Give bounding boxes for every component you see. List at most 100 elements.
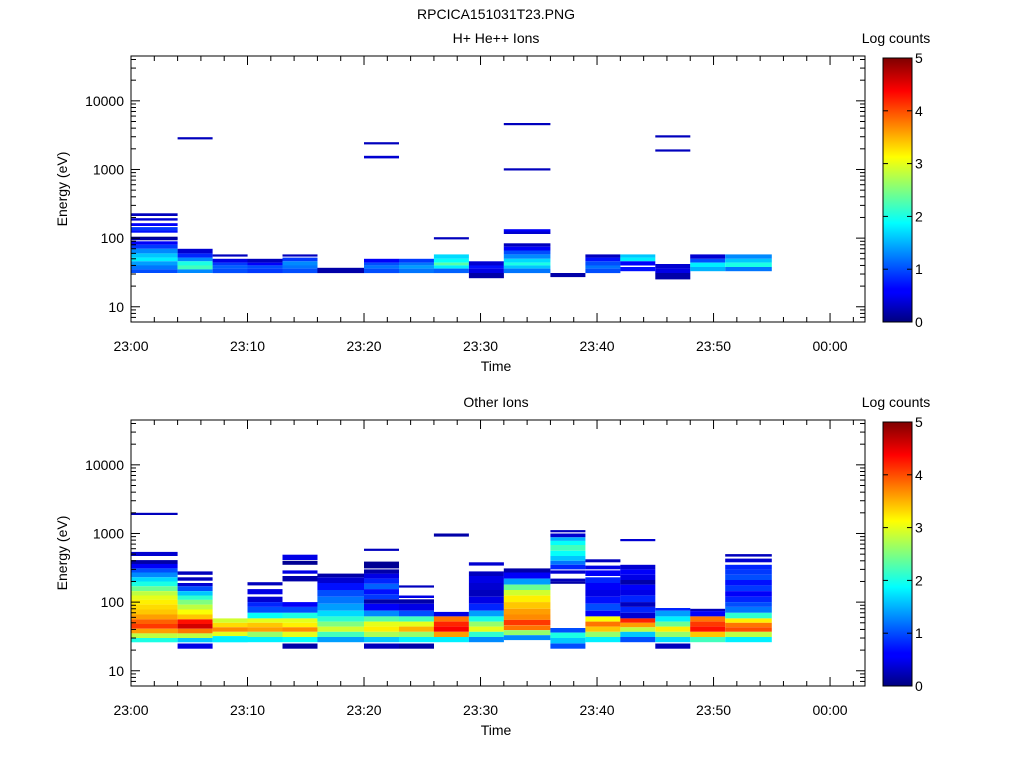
y-axis: 10 100 1000 10000	[85, 59, 865, 323]
heatmap-cell	[585, 616, 621, 622]
heatmap-cell	[177, 619, 213, 624]
heatmap-cell	[364, 610, 399, 617]
heatmap-cell	[399, 599, 434, 604]
heatmap-cell	[503, 619, 551, 626]
x-tick-label: 23:00	[113, 338, 148, 354]
heatmap-cell	[585, 268, 621, 274]
heatmap-cell	[550, 560, 586, 565]
heatmap-cell	[282, 618, 318, 623]
heatmap-cell	[620, 637, 656, 643]
heatmap-cell	[725, 631, 772, 638]
y-tick-label: 1000	[93, 525, 124, 541]
heatmap-cell	[247, 582, 283, 586]
heatmap-cell	[620, 627, 656, 632]
heatmap-cell	[177, 137, 213, 140]
heatmap-cell	[433, 631, 469, 638]
heatmap-cell	[364, 265, 399, 269]
heatmap-cell	[364, 268, 399, 274]
heatmap-cell	[247, 268, 283, 274]
heatmap-cell	[131, 604, 178, 610]
heatmap-cell	[131, 230, 178, 233]
heatmap-cell	[620, 257, 656, 262]
heatmap-cell	[131, 253, 178, 258]
heatmap-cell	[585, 637, 621, 643]
heatmap-cell	[725, 591, 772, 597]
heatmap-cell	[177, 577, 213, 581]
heatmap-cell	[177, 614, 213, 620]
heatmap-cell	[620, 267, 656, 272]
heatmap-cell	[620, 631, 656, 638]
heatmap-cell	[212, 262, 248, 266]
heatmap-cell	[725, 627, 772, 632]
heatmap-cell	[212, 265, 248, 269]
heatmap-cell	[503, 258, 551, 263]
heatmap-cell	[131, 227, 178, 231]
heatmap-cell	[585, 626, 621, 632]
heatmap-cell	[725, 254, 772, 259]
heatmap-cell	[131, 248, 178, 254]
heatmap-cell	[247, 612, 283, 619]
heatmap-cell	[433, 254, 469, 259]
heatmap-cell	[364, 573, 399, 579]
heatmap-cell	[399, 262, 434, 266]
x-axis-label: Time	[481, 358, 512, 374]
heatmap-cell	[655, 616, 691, 622]
heatmap-cell	[725, 580, 772, 586]
heatmap-cell	[433, 258, 469, 263]
heatmap-cell	[503, 254, 551, 259]
colorbar-tick-label: 3	[915, 520, 923, 536]
heatmap-cell	[364, 626, 399, 632]
heatmap-cell	[725, 554, 772, 557]
heatmap-cell	[177, 261, 213, 266]
heatmap-cell	[550, 643, 586, 649]
heatmap-cell	[690, 621, 726, 627]
heatmap-cell	[131, 551, 178, 556]
heatmap-cell	[690, 262, 726, 267]
heatmap-cell	[655, 637, 691, 643]
heatmap-cell	[282, 560, 318, 565]
heatmap-cell	[131, 591, 178, 596]
heatmap-cell	[585, 603, 621, 611]
heatmap-cell	[550, 537, 586, 541]
heatmap-cell	[585, 254, 621, 258]
heatmap-cell	[433, 265, 469, 269]
heatmap-cells	[131, 123, 772, 280]
heatmap-cell	[131, 269, 178, 273]
heatmap-cell	[503, 630, 551, 636]
heatmap-cell	[247, 631, 283, 638]
heatmap-cell	[177, 604, 213, 610]
colorbar	[882, 421, 913, 687]
heatmap-cell	[364, 561, 399, 569]
heatmap-cell	[585, 583, 621, 590]
heatmap-cell	[503, 614, 551, 620]
heatmap-cell	[131, 265, 178, 270]
heatmap-cell	[550, 570, 586, 574]
heatmap-cell	[655, 135, 691, 138]
heatmap-cell	[364, 621, 399, 627]
heatmap-cell	[399, 268, 434, 274]
heatmap-cell	[468, 562, 504, 566]
heatmap-cell	[655, 268, 691, 274]
heatmap-cell	[131, 614, 178, 620]
heatmap-cell	[247, 262, 283, 266]
panel-title: Other Ions	[463, 394, 528, 410]
heatmap-cell	[399, 265, 434, 269]
heatmap-cell	[433, 637, 469, 643]
heatmap-cell	[725, 607, 772, 613]
heatmap-cell	[131, 572, 178, 578]
x-tick-label: 23:10	[230, 702, 265, 718]
heatmap-cell	[282, 607, 318, 613]
x-tick-label: 23:10	[230, 338, 265, 354]
heatmap-cell	[131, 633, 178, 638]
heatmap-cell	[212, 631, 248, 637]
heatmap-cell	[655, 149, 691, 152]
heatmap-cell	[177, 253, 213, 258]
y-tick-label: 100	[101, 230, 125, 246]
y-tick-label: 1000	[93, 161, 124, 177]
heatmap-cell	[364, 583, 399, 590]
heatmap-cell	[131, 624, 178, 629]
heatmap-cell	[550, 564, 586, 570]
heatmap-cell	[725, 596, 772, 603]
colorbar-tick-label: 1	[915, 625, 923, 641]
